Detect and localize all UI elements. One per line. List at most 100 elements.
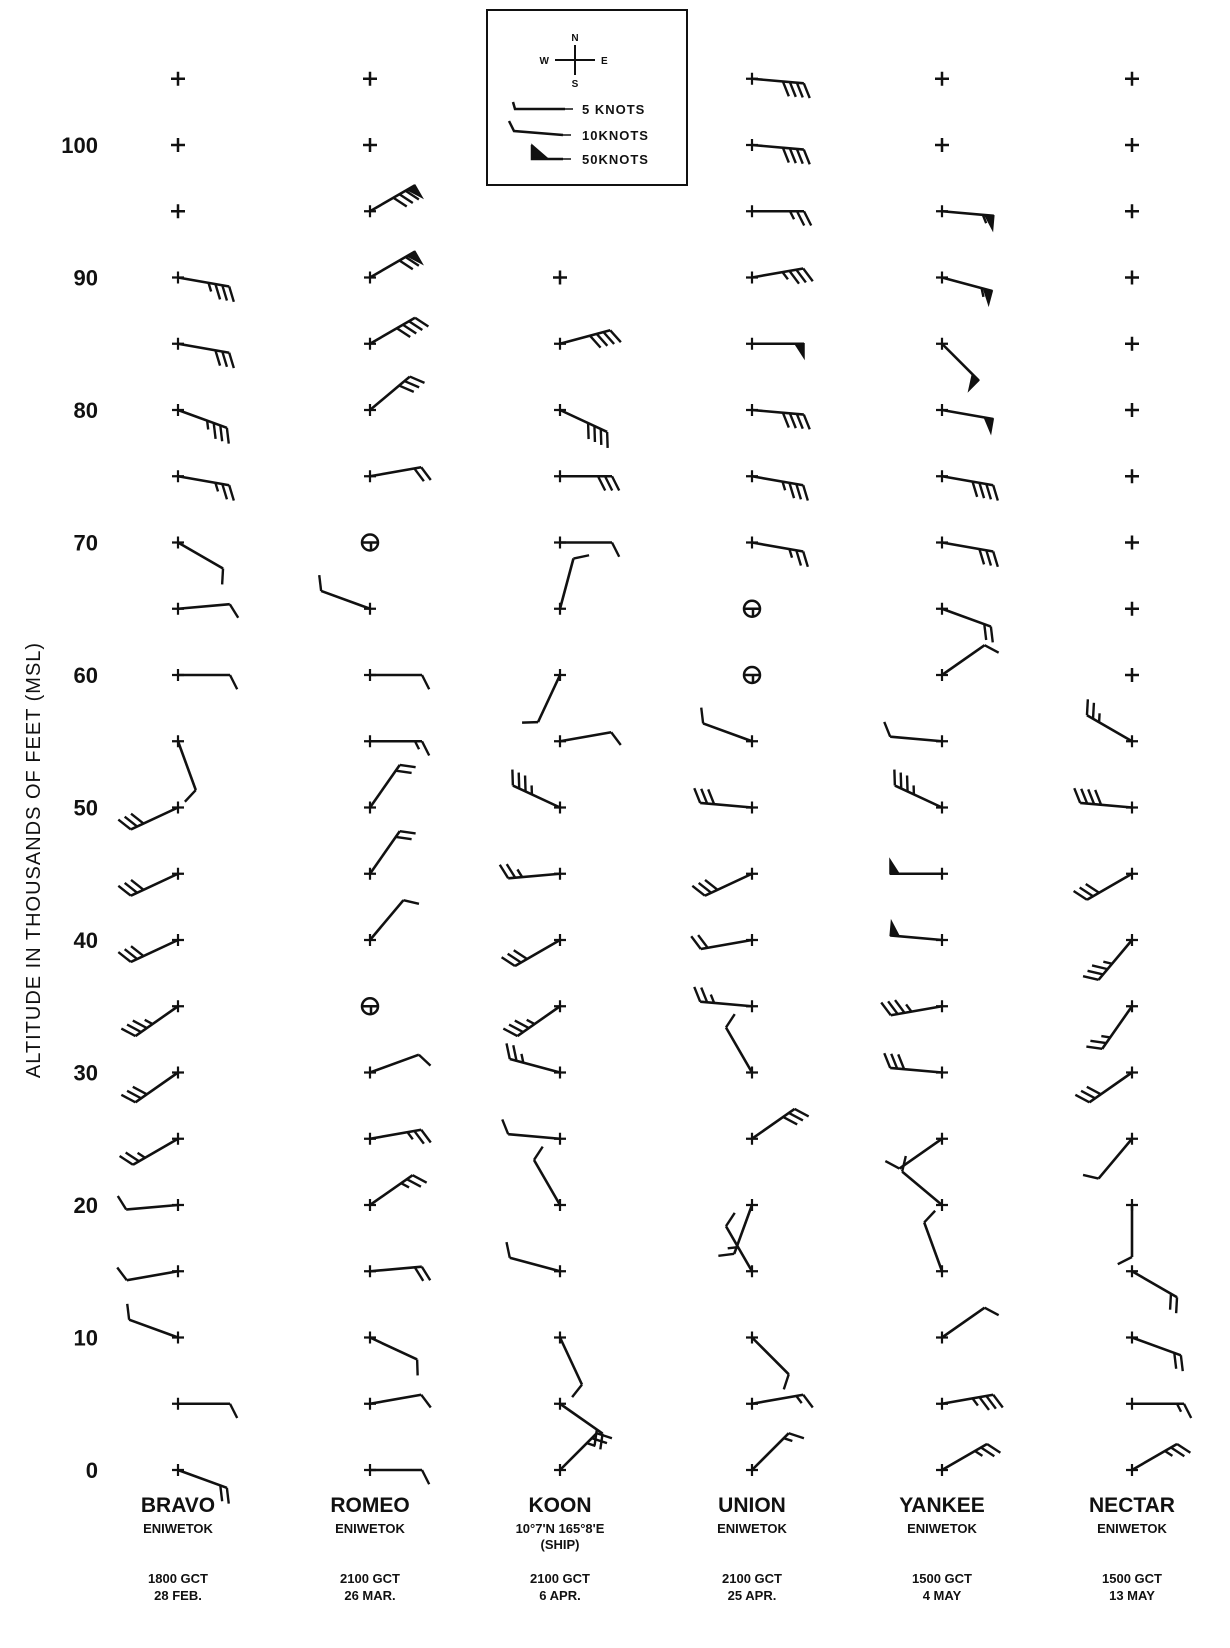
barb-10-knots [116,1195,128,1211]
barb-5-knots [586,1441,596,1448]
wind-shaft [1101,1005,1134,1050]
wind-shaft [369,1393,422,1406]
wind-shaft [890,735,943,743]
barb-10-knots [420,466,432,481]
barb-10-knots [971,481,979,498]
wind-shaft [558,1336,584,1386]
pennant-50-knots [793,343,805,361]
barb-10-knots [395,769,412,775]
wind-shaft [130,872,179,897]
barb-10-knots [1087,788,1096,805]
barb-5-knots [980,287,985,298]
wind-shaft [751,1336,790,1376]
legend-5-knots: 5 KNOTS [511,101,644,117]
calm-station-mark [553,270,567,285]
wind-shaft [508,872,561,880]
wind-shaft [702,722,753,743]
pennant-50-knots [405,184,424,200]
barb-10-knots [404,255,420,267]
barb-5-knots [136,1151,146,1159]
barb-10-knots [1087,969,1104,976]
barb-10-knots [513,949,528,961]
y-tick-label: 80 [74,398,98,423]
wind-shaft [369,1128,422,1141]
barb-10-knots [505,1241,511,1259]
wind-shaft [368,830,401,875]
wind-shaft [369,1174,414,1207]
barb-10-knots [781,81,790,97]
barb-10-knots [1080,1089,1096,1100]
barb-10-knots [894,999,906,1014]
barb-10-knots [1082,1173,1099,1180]
barb-10-knots [788,81,797,98]
wind-shaft [1097,1137,1133,1180]
wind-shaft [751,1393,804,1406]
barb-10-knots [523,775,527,792]
pennant-50-knots [983,214,995,233]
barb-10-knots [507,952,522,964]
barb-10-knots [318,574,323,592]
barb-10-knots [884,1159,900,1170]
barb-10-knots [603,475,614,492]
barb-10-knots [1082,975,1099,982]
wind-shaft [177,541,224,570]
legend-10-knots: 10KNOTS [507,120,648,143]
wind-shaft [559,1432,598,1471]
barb-10-knots [1085,883,1100,894]
barb-10-knots [1080,788,1089,805]
station-koon-profile [498,270,622,1476]
barb-10-knots [505,863,517,879]
station-time: 2100 GCT [340,1571,400,1586]
wind-shaft [132,1137,179,1166]
pennant-50-knots [405,250,424,266]
barb-10-knots [228,352,235,369]
barb-10-knots [795,268,807,284]
wind-shaft [369,1336,418,1361]
wind-shaft [700,938,753,951]
barb-5-knots [144,1018,154,1026]
barb-10-knots [123,815,138,828]
wind-shaft [177,342,230,355]
wind-shaft [751,267,804,279]
barb-10-knots [700,788,709,805]
barb-10-knots [690,935,702,950]
wind-shaft [369,465,422,478]
barb-10-knots [120,1027,136,1038]
wind-shaft [751,77,804,85]
compass-west-label: W [540,56,550,67]
wind-shaft [1131,1270,1178,1299]
barb-10-knots [883,721,892,738]
barb-10-knots [1173,1352,1178,1369]
wind-shaft [724,1026,754,1074]
wind-shaft [134,1071,179,1104]
barb-10-knots [593,1429,599,1446]
barb-10-knots [221,483,229,500]
barb-10-knots [693,986,702,1003]
wind-shaft [1088,1071,1133,1104]
y-axis-label: ALTITUDE IN THOUSANDS OF FEET (MSL) [23,642,45,1078]
variable-wind-mark [744,607,760,616]
calm-station-mark [1125,336,1139,351]
barb-10-knots [402,323,417,335]
barb-10-knots [1073,787,1082,804]
barb-10-knots [1091,702,1096,719]
wind-shaft [890,1066,943,1074]
barb-10-knots [795,210,806,227]
station-name: YANKEE [899,1494,985,1517]
wind-shaft [559,408,608,434]
wind-shaft [941,474,994,487]
barb-10-knots [707,788,716,805]
barb-10-knots [413,467,425,482]
barb-10-knots [883,1052,892,1069]
wind-shaft [941,1306,986,1339]
barb-10-knots [212,422,217,439]
barb-10-knots [225,427,230,444]
station-name: NECTAR [1089,1494,1175,1517]
wind-shaft [751,474,804,487]
wind-shaft [751,143,804,151]
barb-10-knots [782,1115,798,1126]
wind-shaft [320,589,371,610]
barb-10-knots [610,731,622,746]
y-tick-label: 70 [74,531,98,556]
barb-10-knots [989,626,994,643]
